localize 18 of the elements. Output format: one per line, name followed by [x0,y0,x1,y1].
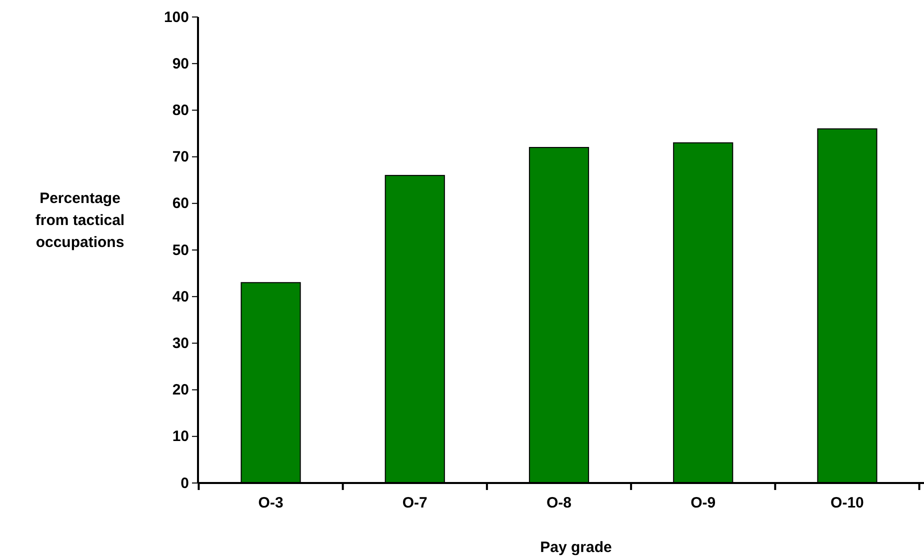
x-axis-title: Pay grade [540,539,612,556]
x-tick-label: O-9 [690,494,716,512]
y-axis-title: Percentage from tactical occupations [35,190,125,251]
y-tick-label: 50 [172,242,189,259]
y-tick-label: 0 [180,474,189,492]
y-tick-label: 20 [172,382,189,399]
y-tick-label: 70 [172,148,189,166]
x-tick-label: O-3 [258,494,284,512]
y-tick-label: 80 [172,102,189,119]
y-tick-label: 30 [172,335,189,352]
y-tick-label: 40 [172,288,189,306]
y-tick-label: 60 [172,195,189,212]
y-tick-label: 100 [164,8,189,26]
y-tick-label: 10 [172,428,189,446]
x-tick-label: O-8 [546,494,572,512]
x-tick-label: O-10 [830,494,864,512]
x-tick-label: O-7 [402,494,428,512]
y-tick-label: 90 [172,55,189,72]
